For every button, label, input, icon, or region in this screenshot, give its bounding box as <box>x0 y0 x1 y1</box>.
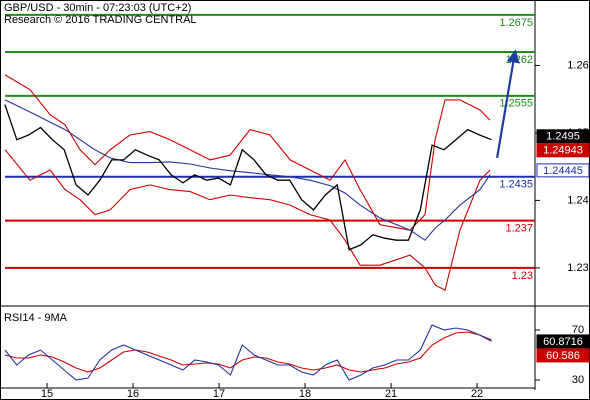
level-label: 1.2435 <box>499 179 533 191</box>
x-tick-label: 18 <box>299 388 311 400</box>
series-line <box>4 74 491 231</box>
level-label: 1.2675 <box>499 17 533 29</box>
text-layer: GBP/USD - 30min - 07:23:03 (UTC+2) Resea… <box>4 2 197 324</box>
chart-title: GBP/USD - 30min - 07:23:03 (UTC+2) <box>4 2 191 14</box>
price-box-label: 60.8716 <box>543 336 583 348</box>
x-tick-label: 22 <box>471 388 483 400</box>
level-label: 1.2555 <box>499 98 533 110</box>
price-box-label: 60.586 <box>546 350 580 362</box>
series-line <box>4 99 491 241</box>
y-tick-label: 1.24 <box>567 194 588 206</box>
price-panel: 1.261.251.241.231.26751.2621.25551.24351… <box>4 13 590 292</box>
y-tick-label: 70 <box>572 324 584 336</box>
x-tick-label: 15 <box>41 388 53 400</box>
y-tick-label: 1.23 <box>567 262 588 274</box>
x-tick-label: 17 <box>213 388 225 400</box>
price-box <box>536 143 590 158</box>
rsi-title: RSI14 - 9MA <box>4 312 68 324</box>
price-box-label: 1.24943 <box>543 145 583 157</box>
price-box-label: 1.24445 <box>543 165 583 177</box>
series-line <box>4 149 491 292</box>
y-tick-label: 30 <box>572 374 584 386</box>
x-tick-label: 16 <box>127 388 139 400</box>
x-tick-label: 21 <box>385 388 397 400</box>
price-box <box>536 348 590 363</box>
level-label: 1.237 <box>505 223 533 235</box>
series-line <box>4 331 492 373</box>
price-box <box>536 163 590 178</box>
level-label: 1.23 <box>512 270 533 282</box>
price-box <box>536 129 590 144</box>
price-box <box>536 334 590 349</box>
level-label: 1.262 <box>505 54 533 66</box>
forecast-arrow <box>496 49 520 159</box>
series-line <box>4 104 492 251</box>
rsi-panel: 70 30 15 16 17 18 21 22 60.8716 60.586 <box>4 324 590 400</box>
chart-subtitle: Research © 2016 TRADING CENTRAL <box>4 14 197 26</box>
series-line <box>4 324 492 381</box>
price-box-label: 1.2495 <box>546 131 580 143</box>
y-tick-label: 1.26 <box>567 59 588 71</box>
